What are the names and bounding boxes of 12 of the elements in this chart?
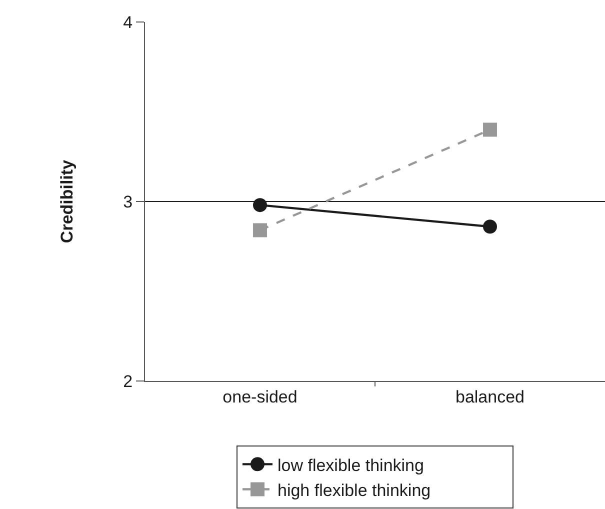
x-tick-label: balanced — [455, 387, 525, 406]
y-tick-label: 3 — [123, 192, 133, 212]
legend-label: high flexible thinking — [278, 480, 431, 500]
point — [253, 198, 267, 212]
point — [483, 220, 497, 234]
point — [483, 122, 497, 137]
point — [253, 223, 267, 238]
y-tick-label: 2 — [123, 372, 133, 391]
legend-label: low flexible thinking — [278, 456, 424, 475]
y-axis-title: Credibility — [58, 159, 77, 244]
x-tick-label: one-sided — [222, 387, 298, 406]
y-tick-label: 4 — [123, 12, 133, 32]
